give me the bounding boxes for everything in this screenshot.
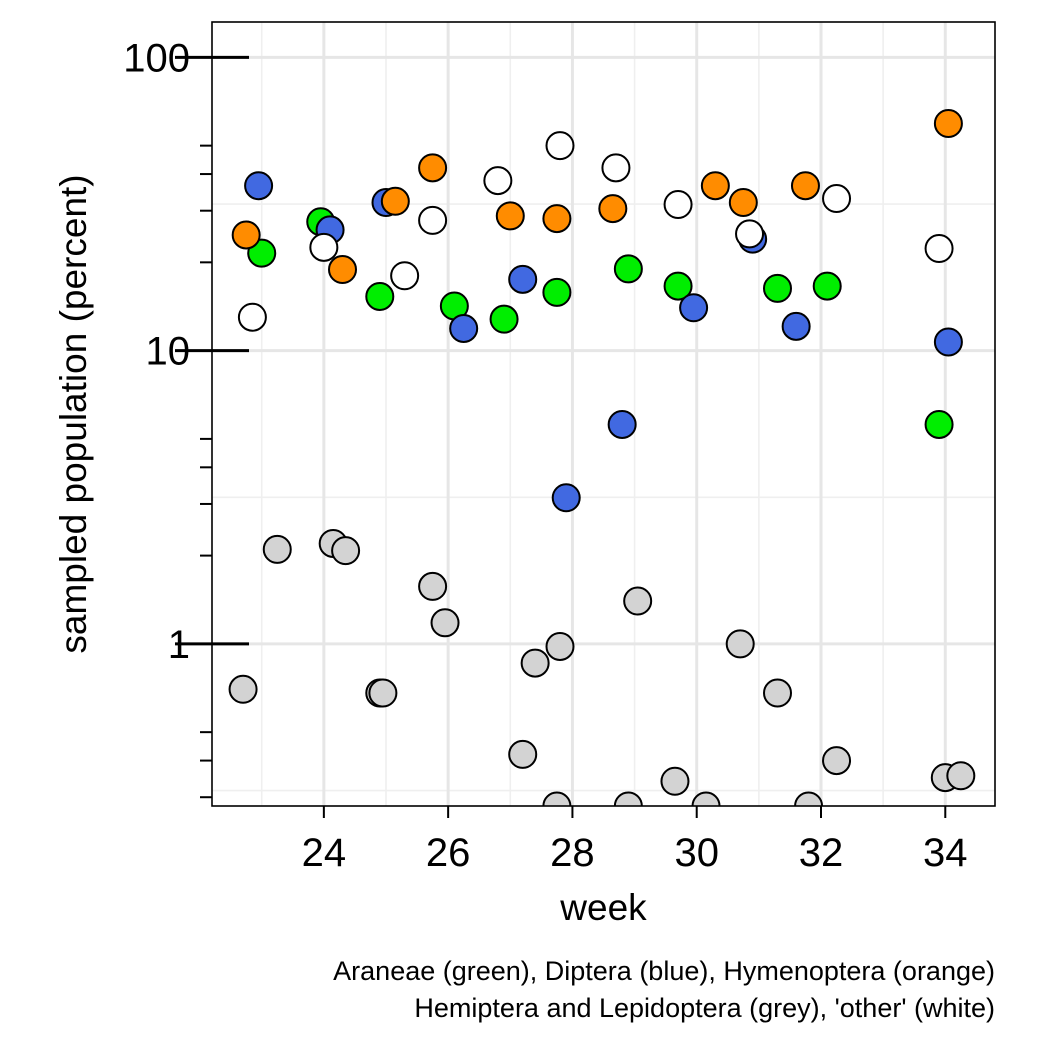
x-tick-label: 28 (550, 831, 595, 875)
y-tick-label: 1 (168, 623, 190, 667)
point-hemiptera-and-lepidoptera (418, 571, 448, 601)
point-hemiptera-and-lepidoptera (794, 791, 824, 806)
x-tick-label: 32 (799, 831, 844, 875)
point-hemiptera-and-lepidoptera (520, 648, 550, 678)
point-other (601, 153, 631, 183)
point-other (545, 131, 575, 161)
point-araneae (812, 271, 842, 301)
point-hymenoptera (700, 171, 730, 201)
point-araneae (613, 254, 643, 284)
plot-border (211, 21, 996, 807)
point-araneae (924, 409, 954, 439)
point-hymenoptera (231, 220, 261, 250)
point-araneae (365, 281, 395, 311)
point-hemiptera-and-lepidoptera (545, 631, 575, 661)
y-tick-label: 100 (123, 36, 190, 80)
point-hymenoptera (728, 187, 758, 217)
point-hemiptera-and-lepidoptera (430, 608, 460, 638)
point-hymenoptera (495, 201, 525, 231)
point-hemiptera-and-lepidoptera (331, 536, 361, 566)
point-hemiptera-and-lepidoptera (822, 746, 852, 776)
point-other (418, 205, 448, 235)
caption-line-2: Hemiptera and Lepidoptera (grey), 'other… (414, 993, 995, 1023)
y-tick-label: 10 (146, 330, 191, 374)
x-tick-label: 24 (302, 831, 347, 875)
x-tick-label: 34 (923, 831, 968, 875)
caption-line-1: Araneae (green), Diptera (blue), Hymenop… (333, 956, 995, 986)
point-diptera (508, 264, 538, 294)
point-other (237, 302, 267, 332)
point-araneae (663, 271, 693, 301)
point-hemiptera-and-lepidoptera (262, 534, 292, 564)
point-hemiptera-and-lepidoptera (946, 761, 976, 791)
point-araneae (763, 273, 792, 303)
point-hymenoptera (933, 108, 963, 138)
point-hemiptera-and-lepidoptera (763, 678, 792, 708)
point-hymenoptera (418, 153, 448, 183)
point-diptera (244, 171, 274, 201)
point-hemiptera-and-lepidoptera (368, 678, 398, 708)
point-diptera (449, 313, 479, 343)
point-hymenoptera (380, 186, 410, 216)
point-hemiptera-and-lepidoptera (542, 791, 572, 806)
point-hemiptera-and-lepidoptera (228, 674, 258, 704)
axes: 24 26 28 30 32 34 1 10 100 (123, 36, 967, 875)
point-diptera (679, 293, 709, 323)
point-hymenoptera (328, 255, 357, 285)
point-other (390, 261, 420, 291)
point-hemiptera-and-lepidoptera (725, 629, 755, 659)
point-hymenoptera (598, 194, 628, 224)
point-hemiptera-and-lepidoptera (623, 586, 653, 616)
x-tick-label: 30 (674, 831, 719, 875)
point-other (309, 232, 339, 262)
x-axis-title: week (559, 887, 647, 928)
point-hemiptera-and-lepidoptera (691, 791, 721, 806)
point-other (735, 219, 765, 249)
x-tick-label: 26 (426, 831, 471, 875)
point-diptera (781, 311, 811, 341)
point-hemiptera-and-lepidoptera (508, 739, 538, 769)
y-axis-title: sampled population (percent) (53, 174, 94, 653)
point-hymenoptera (542, 204, 572, 234)
point-other (924, 233, 954, 263)
point-diptera (607, 409, 637, 439)
plot-panel (212, 22, 995, 806)
point-other (663, 189, 693, 219)
data-points (228, 108, 976, 806)
point-diptera (933, 327, 963, 357)
point-diptera (551, 483, 581, 513)
point-araneae (542, 277, 572, 307)
point-hemiptera-and-lepidoptera (613, 791, 643, 806)
point-other (483, 166, 513, 196)
point-hemiptera-and-lepidoptera (660, 766, 690, 796)
point-other (822, 184, 852, 214)
point-hymenoptera (790, 171, 820, 201)
point-araneae (489, 304, 519, 334)
